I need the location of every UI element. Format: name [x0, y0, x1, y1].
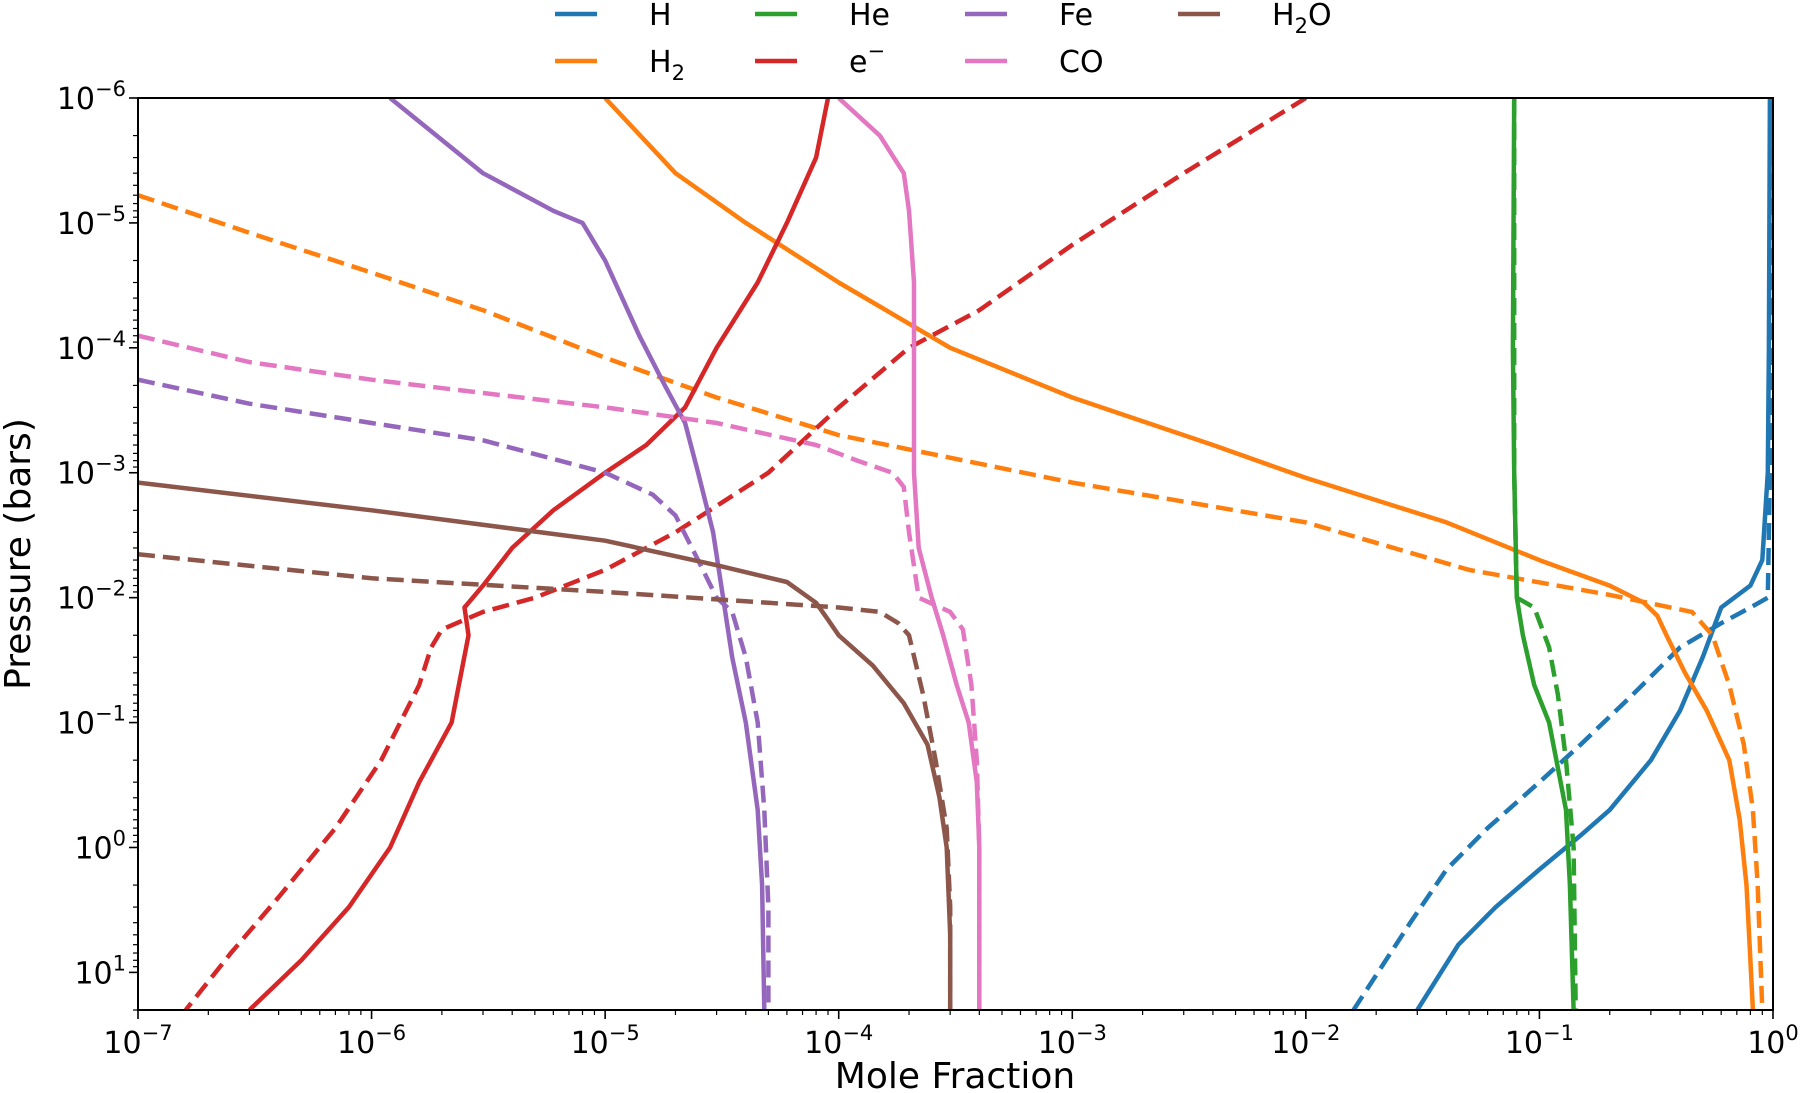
y-tick-label: 10−5 [57, 202, 126, 242]
legend-entry-h2o: H2O [1178, 0, 1332, 38]
y-axis: 10−6 10−5 10−4 10−3 10−2 10−1 100 101 [57, 77, 138, 1011]
x-axis: 10−7 10−6 10−5 10−4 10−3 10−2 10−1 100 [103, 1010, 1799, 1061]
series-line-fe-dashed [138, 377, 771, 1010]
x-tick-label: 10−5 [571, 1021, 640, 1061]
legend-entry-he: He [755, 0, 890, 33]
series-line-fe-solid [388, 98, 767, 1010]
series-line-co-dashed [138, 333, 982, 1010]
series-line-h-dashed [1351, 98, 1773, 1010]
series-line-h-solid [1415, 98, 1773, 1010]
y-tick-label: 100 [74, 826, 126, 866]
series-line-he-dashed [1511, 98, 1578, 1010]
x-tick-label: 10−7 [103, 1021, 172, 1061]
series-line-h2-solid [603, 98, 1756, 1010]
legend-label: Fe [1059, 0, 1093, 33]
y-tick-label: 10−3 [57, 452, 126, 492]
y-tick-label: 101 [74, 951, 126, 991]
x-tick-label: 10−1 [1505, 1021, 1574, 1061]
legend-label: H2 [649, 45, 685, 85]
x-tick-label: 10−3 [1038, 1021, 1107, 1061]
legend-entry-co: CO [965, 45, 1104, 80]
series-line-eminus-dashed [183, 98, 1308, 1010]
legend-label: H2O [1272, 0, 1332, 38]
series-line-h2-dashed [138, 193, 1765, 1010]
legend-label: CO [1059, 45, 1104, 80]
x-tick-label: 10−4 [804, 1021, 873, 1061]
series-line-co-solid [837, 98, 982, 1010]
y-tick-label: 10−4 [57, 327, 126, 367]
series-lines [138, 98, 1773, 1010]
series-line-eminus-solid [247, 98, 831, 1010]
legend-label: H [649, 0, 672, 33]
y-axis-label: Pressure (bars) [0, 418, 39, 690]
legend-entry-h: H [555, 0, 672, 33]
legend: H H2 He e− Fe CO H2O [555, 0, 1332, 85]
legend-entry-h2: H2 [555, 45, 685, 85]
y-tick-label: 10−1 [57, 702, 126, 742]
y-tick-label: 10−2 [57, 577, 126, 617]
legend-entry-fe: Fe [965, 0, 1093, 33]
x-axis-label: Mole Fraction [835, 1056, 1075, 1093]
x-tick-label: 100 [1747, 1021, 1799, 1061]
legend-entry-eminus: e− [755, 39, 885, 80]
legend-label: e− [849, 39, 885, 80]
x-tick-label: 10−6 [337, 1021, 406, 1061]
series-line-h2o-solid [138, 480, 953, 1010]
x-tick-label: 10−2 [1271, 1021, 1340, 1061]
series-line-h2o-dashed [138, 552, 953, 1010]
y-tick-label: 10−6 [57, 77, 126, 117]
legend-label: He [849, 0, 890, 33]
plot-frame [137, 97, 1774, 1011]
